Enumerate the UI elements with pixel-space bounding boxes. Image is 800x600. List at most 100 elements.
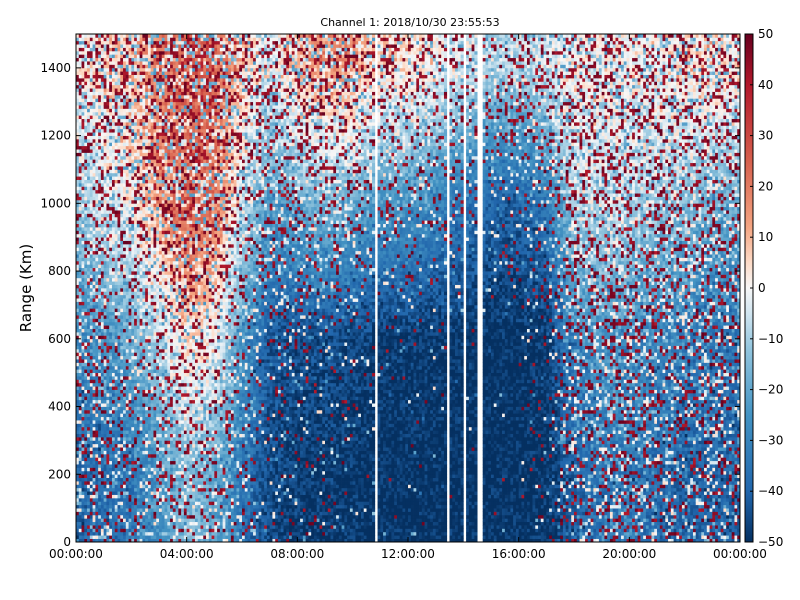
heatmap-cell: [120, 81, 123, 85]
heatmap-cell: [129, 491, 132, 495]
heatmap-cell: [126, 302, 129, 306]
heatmap-cell: [79, 437, 82, 441]
heatmap-cell: [84, 420, 87, 424]
heatmap-cell: [95, 363, 98, 367]
heatmap-cell: [109, 427, 112, 431]
heatmap-cell: [131, 105, 134, 109]
heatmap-cell: [120, 230, 123, 234]
heatmap-cell: [106, 271, 109, 275]
heatmap-cell: [82, 156, 85, 160]
heatmap-cell: [90, 457, 93, 461]
heatmap-cell: [118, 508, 121, 512]
heatmap-cell: [131, 461, 134, 465]
heatmap-cell: [79, 241, 82, 245]
heatmap-cell: [129, 525, 132, 529]
heatmap-cell: [93, 37, 96, 41]
heatmap-cell: [101, 379, 104, 383]
heatmap-cell: [101, 271, 104, 275]
heatmap-cell: [120, 268, 123, 272]
heatmap-cell: [131, 213, 134, 217]
heatmap-cell: [123, 400, 126, 404]
heatmap-cell: [120, 105, 123, 109]
heatmap-cell: [123, 437, 126, 441]
heatmap-cell: [87, 166, 90, 170]
heatmap-cell: [87, 132, 90, 136]
heatmap-cell: [98, 241, 101, 245]
heatmap-cell: [90, 325, 93, 329]
heatmap-cell: [84, 244, 87, 248]
heatmap-cell: [120, 332, 123, 336]
heatmap-cell: [87, 54, 90, 58]
heatmap-cell: [90, 356, 93, 360]
heatmap-cell: [95, 430, 98, 434]
heatmap-cell: [109, 339, 112, 343]
heatmap-cell: [120, 356, 123, 360]
heatmap-cell: [90, 461, 93, 465]
heatmap-cell: [118, 268, 121, 272]
heatmap-cell: [98, 190, 101, 194]
heatmap-cell: [126, 125, 129, 129]
heatmap-cell: [104, 180, 107, 184]
heatmap-cell: [112, 515, 115, 519]
heatmap-cell: [101, 264, 104, 268]
heatmap-cell: [115, 440, 118, 444]
heatmap-cell: [120, 315, 123, 319]
heatmap-cell: [84, 139, 87, 143]
heatmap-cell: [90, 75, 93, 79]
heatmap-cell: [118, 423, 121, 427]
heatmap-cell: [87, 359, 90, 363]
heatmap-cell: [112, 386, 115, 390]
heatmap-cell: [131, 508, 134, 512]
heatmap-cell: [79, 295, 82, 299]
heatmap-cell: [95, 186, 98, 190]
heatmap-cell: [79, 457, 82, 461]
heatmap-cell: [115, 437, 118, 441]
heatmap-cell: [109, 173, 112, 177]
heatmap-cell: [98, 532, 101, 536]
heatmap-cell: [118, 258, 121, 262]
heatmap-cell: [129, 447, 132, 451]
heatmap-cell: [112, 142, 115, 146]
heatmap-cell: [79, 332, 82, 336]
heatmap-cell: [106, 312, 109, 316]
heatmap-cell: [79, 535, 82, 539]
heatmap-cell: [95, 342, 98, 346]
heatmap-cell: [131, 119, 134, 123]
heatmap-cell: [84, 535, 87, 539]
heatmap-cell: [93, 193, 96, 197]
heatmap-cell: [95, 176, 98, 180]
heatmap-cell: [90, 176, 93, 180]
heatmap-cell: [115, 81, 118, 85]
heatmap-cell: [112, 440, 115, 444]
heatmap-cell: [115, 400, 118, 404]
heatmap-cell: [123, 153, 126, 157]
heatmap-cell: [129, 390, 132, 394]
heatmap-cell: [90, 200, 93, 204]
heatmap-cell: [101, 176, 104, 180]
heatmap-cell: [118, 54, 121, 58]
heatmap-cell: [84, 183, 87, 187]
heatmap-cell: [101, 153, 104, 157]
heatmap-cell: [115, 71, 118, 75]
heatmap-cell: [109, 139, 112, 143]
heatmap-cell: [109, 51, 112, 55]
heatmap-cell: [90, 71, 93, 75]
heatmap-cell: [82, 166, 85, 170]
heatmap-cell: [123, 434, 126, 438]
heatmap-cell: [104, 268, 107, 272]
heatmap-cell: [120, 146, 123, 150]
heatmap-cell: [98, 420, 101, 424]
heatmap-cell: [129, 356, 132, 360]
heatmap-cell: [84, 254, 87, 258]
heatmap-cell: [104, 274, 107, 278]
heatmap-cell: [93, 379, 96, 383]
heatmap-cell: [79, 224, 82, 228]
heatmap-cell: [79, 44, 82, 48]
heatmap-cell: [109, 142, 112, 146]
heatmap-cell: [120, 163, 123, 167]
heatmap-cell: [84, 403, 87, 407]
heatmap-cell: [112, 471, 115, 475]
heatmap-cell: [129, 78, 132, 82]
heatmap-cell: [118, 122, 121, 126]
heatmap-cell: [126, 159, 129, 163]
